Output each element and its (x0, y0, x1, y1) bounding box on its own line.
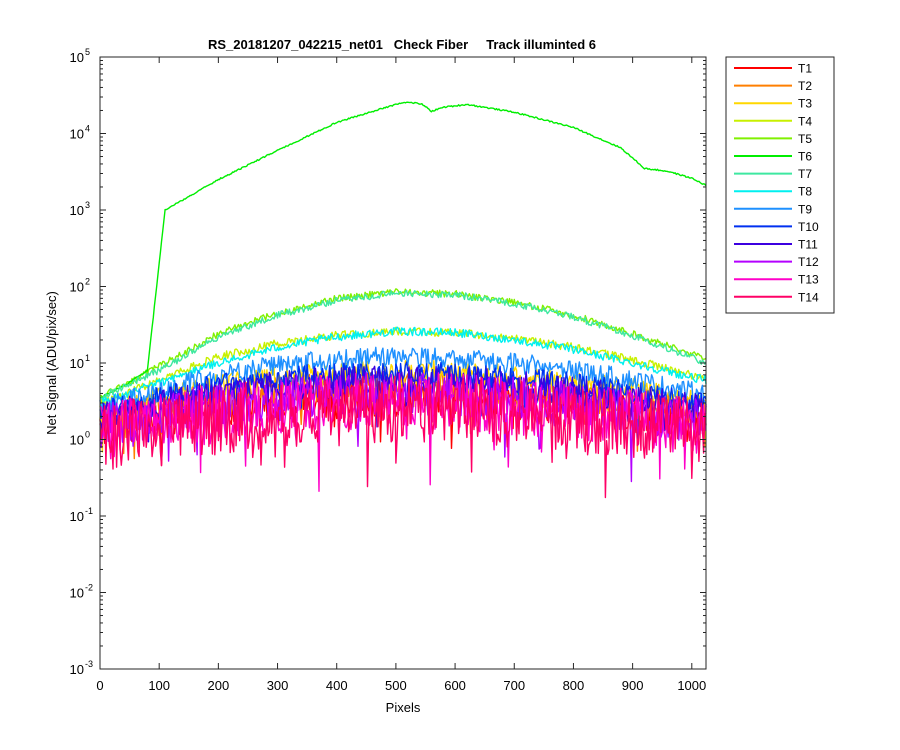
y-tick-label: 10 (70, 127, 84, 142)
x-tick-label: 600 (444, 678, 466, 693)
legend-label: T12 (798, 255, 819, 269)
x-tick-label: 200 (208, 678, 230, 693)
series-line-T7 (99, 289, 707, 401)
y-tick-exponent: -3 (85, 659, 93, 669)
x-tick-label: 100 (148, 678, 170, 693)
x-axis-ticks: 0 100 200 300 400 500 600 700 800 900 1000 (96, 57, 706, 693)
y-tick-label: 10 (70, 433, 84, 448)
x-tick-label: 0 (96, 678, 103, 693)
legend-label: T9 (798, 202, 812, 216)
plot-area (100, 57, 706, 669)
y-tick-exponent: 0 (85, 430, 90, 440)
legend-label: T10 (798, 220, 819, 234)
y-tick-label: 10 (70, 586, 84, 601)
y-tick-exponent: 1 (85, 353, 90, 363)
x-tick-label: 300 (267, 678, 289, 693)
y-tick-exponent: 2 (85, 277, 90, 287)
x-tick-label: 900 (622, 678, 644, 693)
y-tick-label: 10 (70, 356, 84, 371)
legend-box (725, 56, 835, 314)
y-tick-label: 10 (70, 280, 84, 295)
chart-title: RS_20181207_042215_net01 Check Fiber Tra… (208, 37, 596, 52)
y-tick-label: 10 (70, 203, 84, 218)
legend-label: T13 (798, 273, 819, 287)
x-tick-label: 400 (326, 678, 348, 693)
x-axis-label: Pixels (386, 700, 421, 715)
legend-label: T5 (798, 132, 812, 146)
series-line-T8 (99, 326, 707, 407)
x-tick-label: 1000 (677, 678, 706, 693)
legend-label: T4 (798, 114, 812, 128)
y-tick-label: 10 (70, 50, 84, 65)
y-tick-exponent: -2 (85, 583, 93, 593)
y-tick-exponent: 4 (85, 124, 90, 134)
y-tick-exponent: 5 (85, 47, 90, 57)
legend-label: T2 (798, 79, 812, 93)
y-tick-exponent: -1 (85, 506, 93, 516)
series-layer (99, 101, 707, 499)
legend-label: T8 (798, 185, 812, 199)
x-tick-label: 500 (385, 678, 407, 693)
legend-label: T6 (798, 150, 812, 164)
y-tick-exponent: 3 (85, 200, 90, 210)
legend-label: T3 (798, 97, 812, 111)
legend: T1 T2 T3 T4 T5 T6 T7 T8 T9 T10 T11 T12 T13 T14 (725, 56, 835, 314)
legend-label: T11 (798, 238, 818, 252)
legend-label: T1 (798, 62, 812, 76)
x-tick-label: 700 (503, 678, 525, 693)
y-axis-label: Net Signal (ADU/pix/sec) (44, 291, 59, 435)
series-line-T14 (99, 375, 707, 499)
legend-label: T7 (798, 167, 812, 181)
y-tick-label: 10 (70, 662, 84, 677)
legend-label: T14 (798, 290, 819, 304)
y-tick-label: 10 (70, 509, 84, 524)
x-tick-label: 800 (563, 678, 585, 693)
series-line-T6 (99, 101, 707, 399)
